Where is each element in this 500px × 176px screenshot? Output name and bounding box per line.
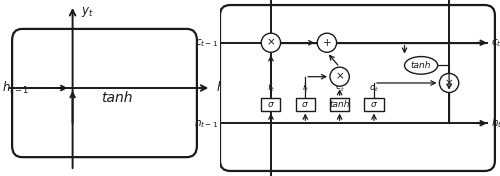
Text: tanh: tanh <box>411 61 432 70</box>
Text: tanh: tanh <box>101 91 132 105</box>
Text: tanh: tanh <box>330 100 350 109</box>
Text: $h_t$: $h_t$ <box>216 80 228 96</box>
FancyBboxPatch shape <box>296 98 315 111</box>
Text: ×: × <box>336 72 344 82</box>
FancyBboxPatch shape <box>364 98 384 111</box>
Circle shape <box>261 33 280 52</box>
Circle shape <box>330 67 349 86</box>
Text: $\sigma$: $\sigma$ <box>267 100 275 109</box>
Text: $f_t$: $f_t$ <box>267 82 275 94</box>
Circle shape <box>440 73 459 93</box>
Text: $h_{t-1}$: $h_{t-1}$ <box>194 116 218 130</box>
Text: ×: × <box>444 78 454 88</box>
Text: $\sigma$: $\sigma$ <box>370 100 378 109</box>
Text: $c_{t-1}$: $c_{t-1}$ <box>196 37 218 49</box>
Text: $c_t$: $c_t$ <box>491 37 500 49</box>
FancyBboxPatch shape <box>262 98 280 111</box>
FancyBboxPatch shape <box>220 5 495 171</box>
FancyBboxPatch shape <box>12 29 197 157</box>
Ellipse shape <box>404 56 438 74</box>
Text: $i_t$: $i_t$ <box>302 82 309 94</box>
FancyBboxPatch shape <box>330 98 349 111</box>
Text: +: + <box>322 38 331 48</box>
Text: ×: × <box>266 38 276 48</box>
Text: $\tilde{c}_t$: $\tilde{c}_t$ <box>335 81 344 94</box>
Circle shape <box>317 33 336 52</box>
Text: $\sigma$: $\sigma$ <box>302 100 309 109</box>
Text: $y_t$: $y_t$ <box>82 5 94 19</box>
Text: $h_{t-1}$: $h_{t-1}$ <box>2 80 29 96</box>
Text: $h_t$: $h_t$ <box>491 116 500 130</box>
Text: $o_t$: $o_t$ <box>369 84 379 94</box>
